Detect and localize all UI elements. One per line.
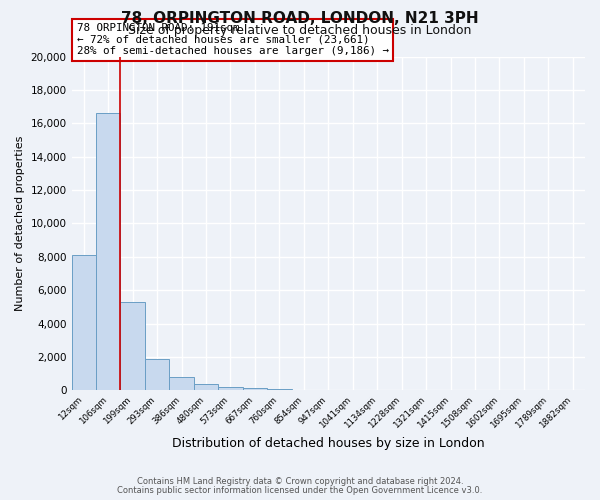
Bar (71, 255, 96, 390)
Text: 78 ORPINGTON ROAD: 191sqm
← 72% of detached houses are smaller (23,661)
28% of s: 78 ORPINGTON ROAD: 191sqm ← 72% of detac… (77, 24, 389, 56)
X-axis label: Distribution of detached houses by size in London: Distribution of detached houses by size … (172, 437, 485, 450)
Bar (194, 384, 218, 390)
Bar (242, 388, 267, 390)
Bar (145, 360, 169, 390)
Text: 78, ORPINGTON ROAD, LONDON, N21 3PH: 78, ORPINGTON ROAD, LONDON, N21 3PH (121, 11, 479, 26)
Bar (96, 113, 121, 390)
Y-axis label: Number of detached properties: Number of detached properties (15, 136, 25, 311)
Bar (121, 302, 145, 390)
Bar (267, 388, 292, 390)
Text: Contains HM Land Registry data © Crown copyright and database right 2024.: Contains HM Land Registry data © Crown c… (137, 477, 463, 486)
Bar (169, 377, 194, 390)
Text: Contains public sector information licensed under the Open Government Licence v3: Contains public sector information licen… (118, 486, 482, 495)
Text: Size of property relative to detached houses in London: Size of property relative to detached ho… (128, 24, 472, 37)
Bar (218, 387, 242, 390)
